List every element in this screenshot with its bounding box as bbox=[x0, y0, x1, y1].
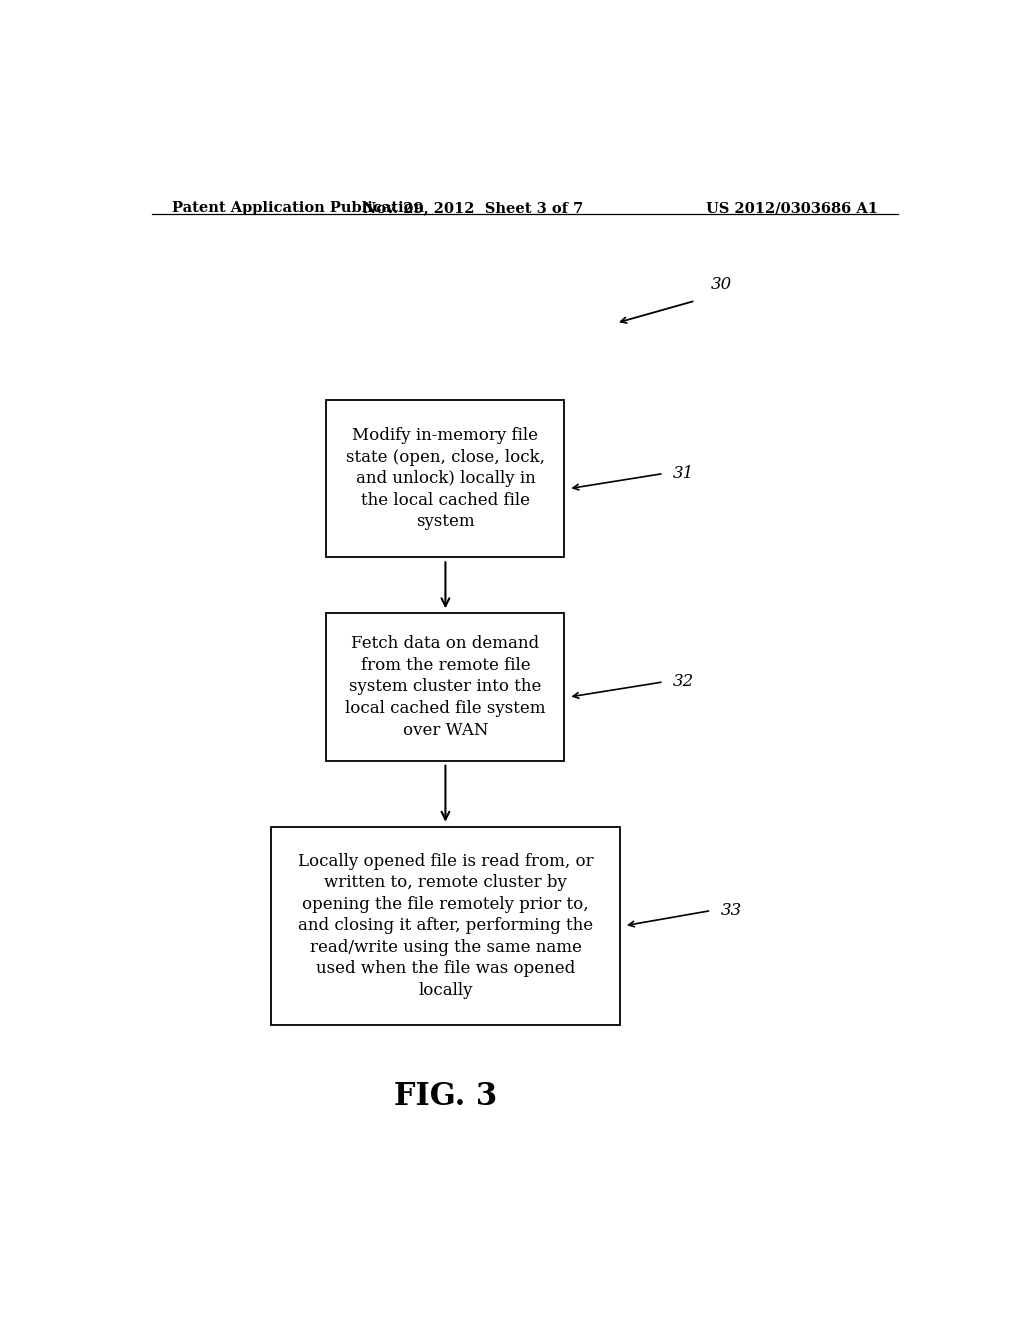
Text: Locally opened file is read from, or
written to, remote cluster by
opening the f: Locally opened file is read from, or wri… bbox=[298, 853, 593, 999]
Text: 31: 31 bbox=[673, 465, 694, 482]
Text: FIG. 3: FIG. 3 bbox=[394, 1081, 497, 1111]
Text: 30: 30 bbox=[712, 276, 732, 293]
FancyBboxPatch shape bbox=[327, 614, 564, 760]
FancyBboxPatch shape bbox=[270, 826, 620, 1024]
Text: Fetch data on demand
from the remote file
system cluster into the
local cached f: Fetch data on demand from the remote fil… bbox=[345, 635, 546, 738]
Text: 32: 32 bbox=[673, 673, 694, 690]
Text: Nov. 29, 2012  Sheet 3 of 7: Nov. 29, 2012 Sheet 3 of 7 bbox=[364, 201, 584, 215]
Text: Patent Application Publication: Patent Application Publication bbox=[172, 201, 424, 215]
Text: Modify in-memory file
state (open, close, lock,
and unlock) locally in
the local: Modify in-memory file state (open, close… bbox=[346, 426, 545, 531]
Text: US 2012/0303686 A1: US 2012/0303686 A1 bbox=[706, 201, 878, 215]
FancyBboxPatch shape bbox=[327, 400, 564, 557]
Text: 33: 33 bbox=[721, 902, 742, 919]
